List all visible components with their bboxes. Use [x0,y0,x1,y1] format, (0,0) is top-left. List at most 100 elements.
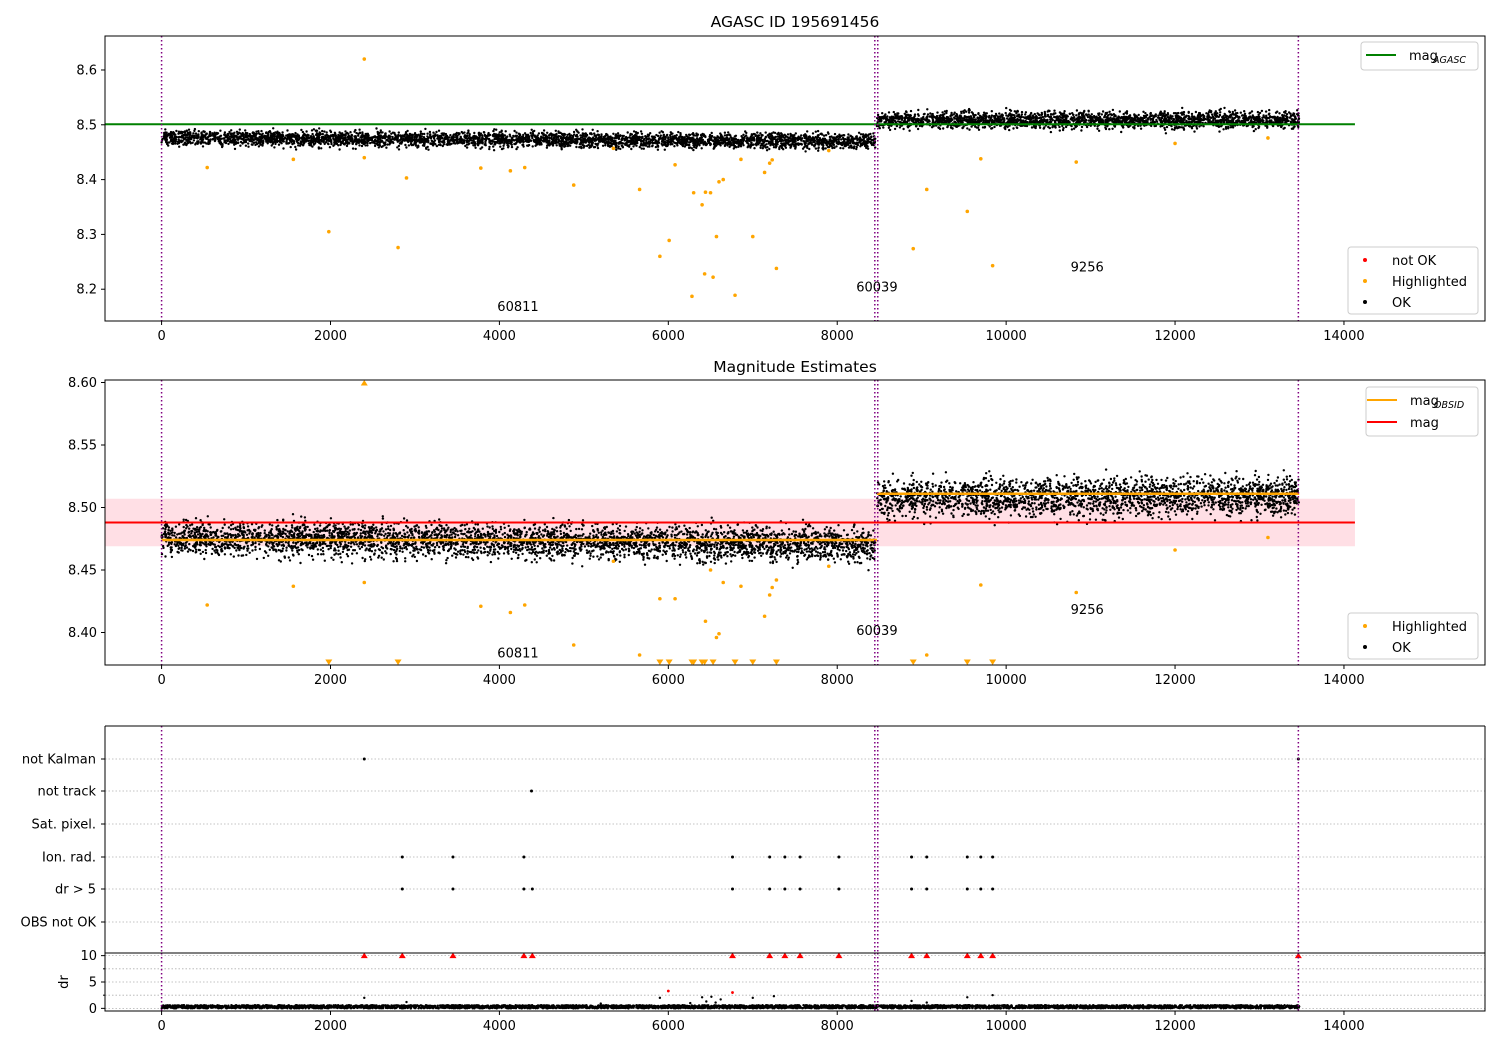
ok-cloud-point [882,126,885,129]
ok-cloud-point [557,139,561,142]
ok-cloud-point [660,130,663,133]
ok-cloud-point [483,143,486,146]
ok-cloud-point [669,139,673,142]
ok-cloud-point [785,141,788,145]
ok-cloud-point [516,146,519,149]
ok-cloud-point [182,138,186,141]
ok-cloud-point [305,130,308,133]
ok-cloud-point [419,130,422,133]
ok-cloud-point [171,139,174,142]
ok-cloud-point [661,144,664,147]
ok-cloud-point [788,144,791,147]
ok-cloud-point [614,134,617,137]
ok-cloud-point [744,130,747,133]
ok-cloud-point [764,131,767,134]
ok-cloud-point [504,130,507,133]
ok-cloud-point [394,133,397,136]
ok-cloud-point [505,136,508,139]
ok-cloud-point [525,138,528,142]
ok-cloud-point [449,143,452,146]
ok-cloud-point [373,144,377,148]
ok-cloud-point [414,134,417,137]
ok-cloud-point [167,133,170,137]
ok-cloud-point [389,138,392,142]
ok-cloud-point [726,144,729,147]
ok-cloud-point [621,134,624,138]
ok-cloud-point [617,147,620,150]
ok-cloud-point [437,143,441,146]
ok-cloud-point [300,140,303,143]
ok-cloud-point [222,137,225,140]
ok-cloud-point [1155,120,1159,123]
ok-cloud-point [1218,130,1221,133]
ok-cloud-point [603,135,606,138]
ok-cloud-point [578,143,582,146]
ok-cloud-point [674,142,677,145]
ok-cloud-point [572,130,576,134]
ok-cloud-point [167,144,170,147]
ok-cloud-point [679,133,682,137]
ok-cloud-point [424,127,427,131]
ok-cloud-point [693,144,697,147]
ok-cloud-point [219,129,222,132]
ok-cloud-point [471,142,474,145]
ok-cloud-point [425,147,428,150]
ok-cloud-point [804,136,807,140]
ok-cloud-point [522,140,525,144]
ok-cloud-point [251,131,254,135]
ok-cloud-point [279,138,282,141]
ok-cloud-point [635,134,638,138]
ok-cloud-point [480,146,484,149]
ok-cloud-point [601,144,605,147]
ok-cloud-point [626,131,629,134]
ok-cloud-point [713,138,716,141]
ok-cloud-point [710,131,713,135]
ok-cloud-point [745,137,748,140]
ok-cloud-point [888,128,892,132]
ok-cloud-point [213,139,217,143]
ok-cloud-point [554,129,557,132]
ok-cloud-point [413,132,417,135]
ok-cloud-point [570,134,573,137]
ok-cloud-point [737,138,740,142]
ok-cloud-point [421,137,424,141]
ok-cloud-point [712,147,715,150]
ok-cloud-point [276,139,279,142]
ok-cloud-point [782,136,785,139]
ok-cloud-point [427,140,430,143]
ok-cloud-point [767,142,770,145]
ok-cloud-point [203,141,207,144]
ok-cloud-point [521,143,525,146]
ok-cloud-point [492,129,495,133]
ok-cloud-point [606,144,610,148]
ok-cloud-point [688,133,692,137]
ok-cloud-point [321,129,324,133]
ok-cloud-point [238,128,241,131]
ok-cloud-point [817,147,820,150]
ok-cloud-point [230,136,233,139]
ok-cloud-point [241,131,244,135]
ok-cloud-point [209,138,212,141]
ok-cloud-point [193,136,196,139]
ok-cloud-point [200,138,203,142]
ok-cloud-point [427,136,430,139]
ok-cloud-point [351,142,354,145]
ok-cloud-point [239,144,242,147]
ok-cloud-point [376,137,379,140]
ok-cloud-point [527,135,530,138]
ok-cloud-point [406,139,409,142]
ok-cloud-point [663,136,666,139]
ok-cloud-point [593,134,597,137]
ok-cloud-point [349,131,352,134]
ok-cloud-point [452,142,456,145]
ok-cloud-point [805,145,808,148]
ok-cloud-point [755,144,758,147]
ok-cloud-point [1043,110,1047,114]
ok-cloud-point [1111,108,1115,112]
ok-cloud-point [531,145,534,148]
ok-cloud-point [337,137,340,140]
ok-cloud-point [389,135,392,138]
ok-cloud-point [466,132,469,135]
ok-cloud-point [849,134,852,137]
ok-cloud-point [416,140,419,143]
